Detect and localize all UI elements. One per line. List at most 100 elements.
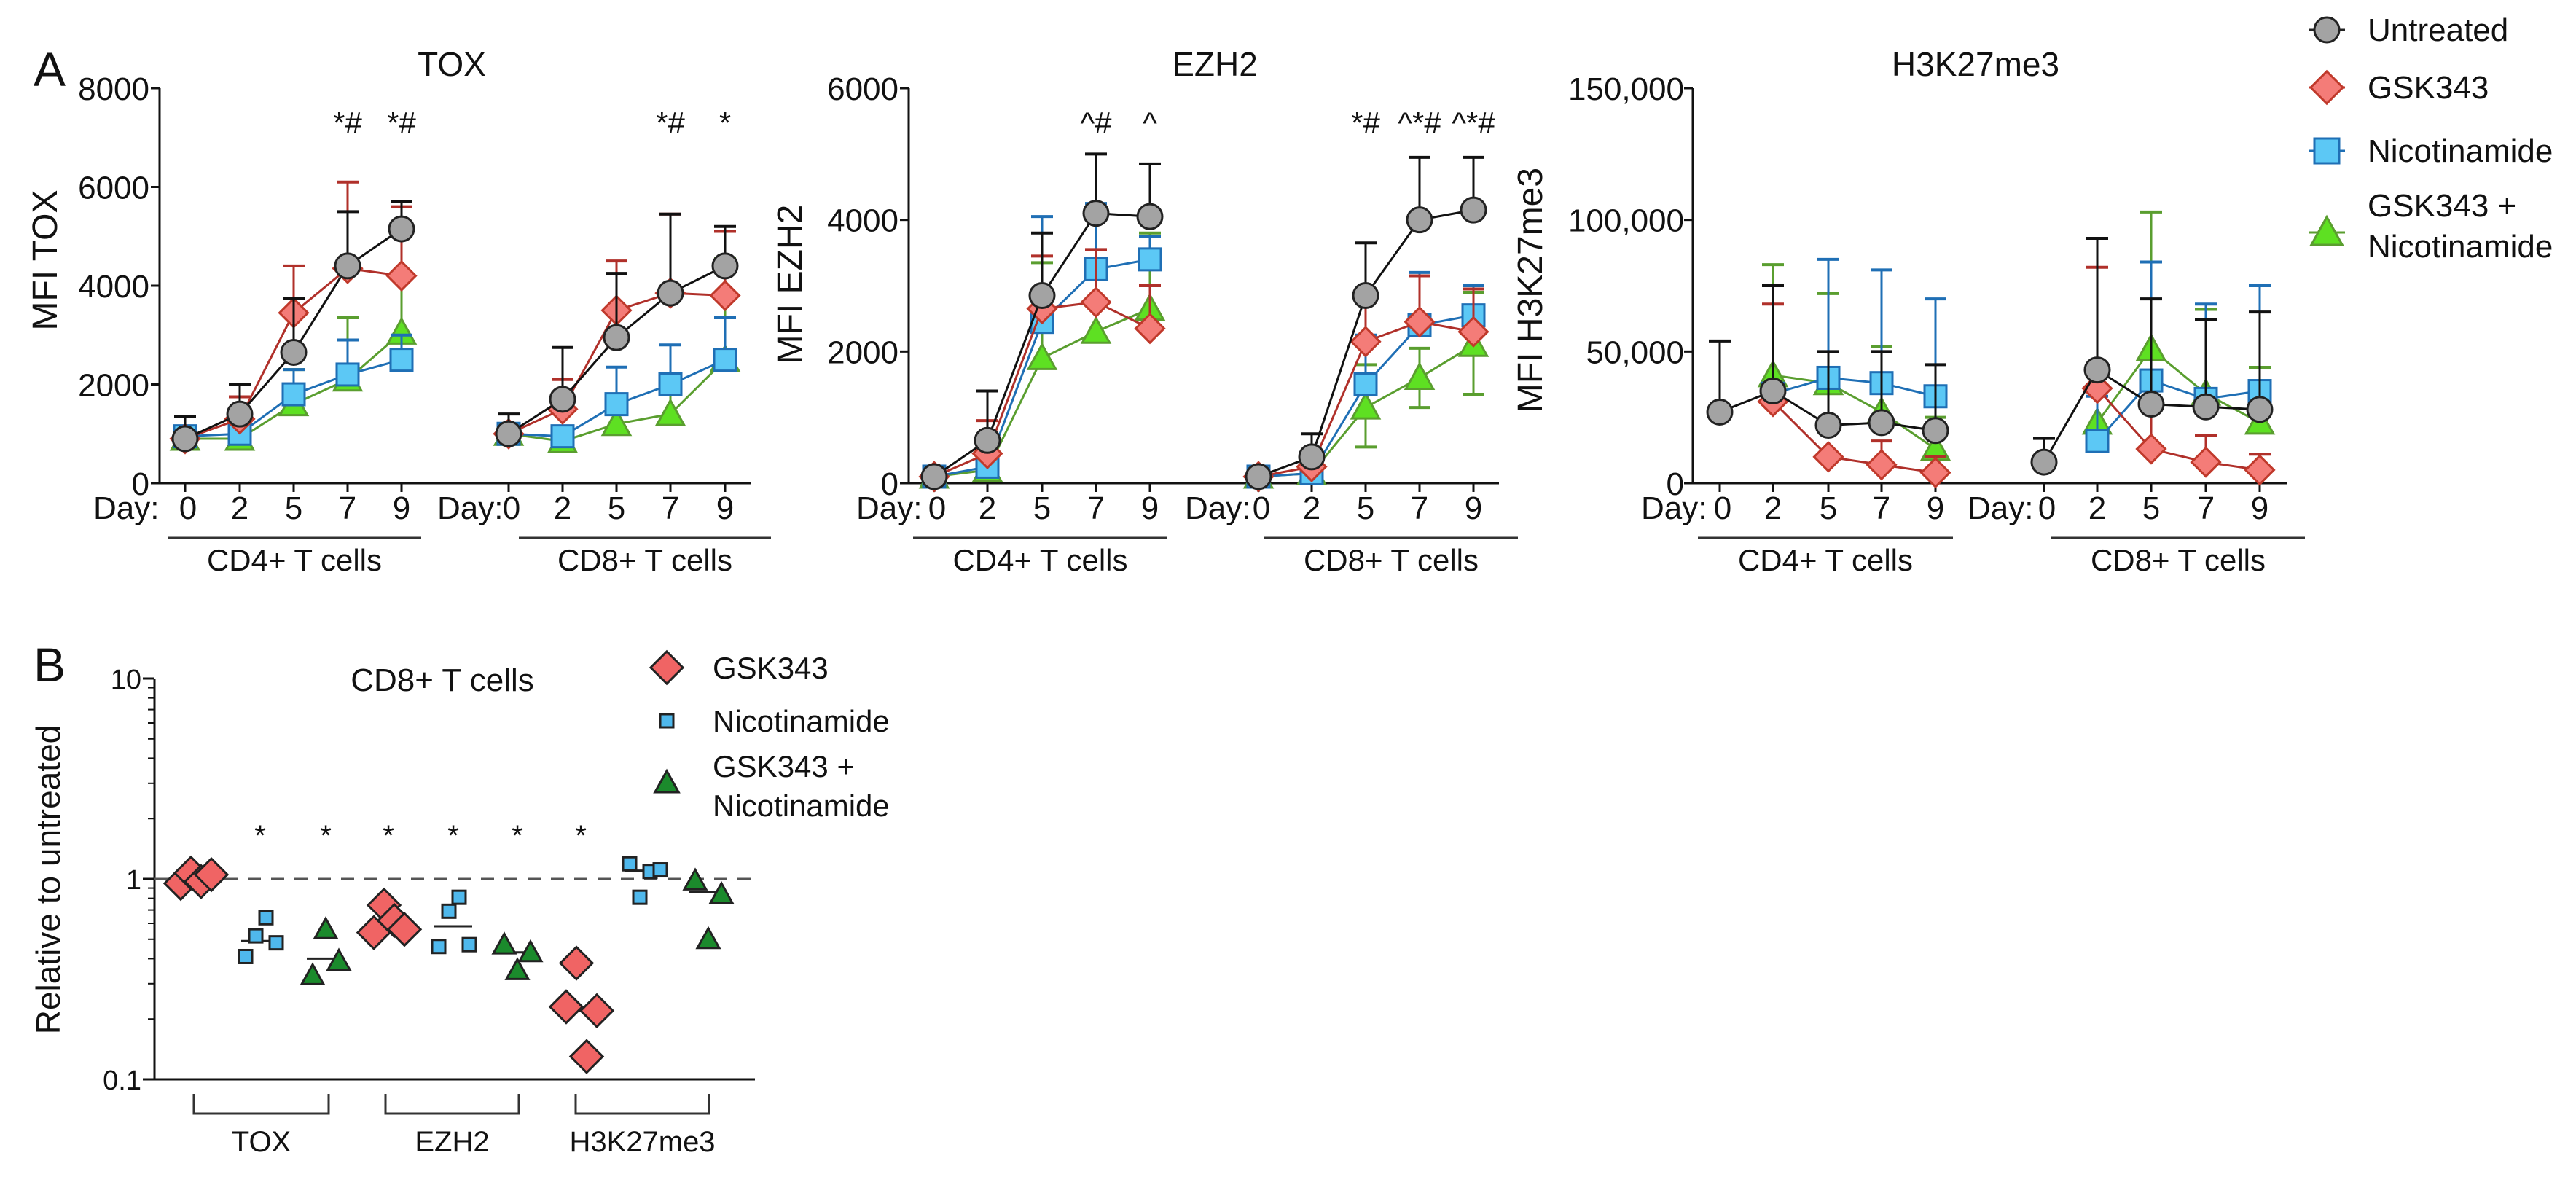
data-point-nicotinamide [652,862,668,878]
legend-marker-diamond [649,649,685,686]
significance-annotation: ^# [1080,106,1112,140]
y-tick-label: 2000 [827,335,899,370]
data-point-gsk-nicotinamide [695,926,721,950]
data-point-untreated [711,252,739,280]
x-tick-label: 5 [608,490,625,526]
significance-annotation: * [719,106,731,140]
significance-annotation: *# [333,106,362,140]
legend-label: GSK343 [2368,70,2489,106]
data-point-untreated [1814,412,1842,439]
y-tick-label: 1 [126,865,141,896]
data-point-untreated [549,386,576,413]
data-point-nicotinamide [281,382,306,407]
day-prefix-label: Day: [437,490,503,526]
category-label: H3K27me3 [569,1126,715,1158]
y-tick-label: 100,000 [1568,203,1684,239]
data-point-untreated [1460,196,1487,224]
data-point-untreated [280,338,308,366]
data-point-gsk- [568,1039,605,1074]
data-point-untreated [388,215,415,243]
data-point-gsk- [1457,316,1489,348]
data-point-nicotinamide [389,348,414,372]
significance-annotation: *# [387,106,416,140]
significance-annotation: * [447,820,459,852]
x-tick-label: 2 [1764,490,1782,526]
x-tick-label: 9 [2251,490,2268,526]
significance-annotation: * [320,820,332,852]
data-point-untreated [1136,203,1164,230]
y-axis-label: MFI TOX [26,190,65,331]
data-point-gsk- [548,989,584,1025]
data-point-untreated [2137,391,2165,418]
data-point-gsk-nicotinamide [600,407,633,437]
x-tick-label: 5 [1033,490,1051,526]
series-line-gsk- [1772,400,1936,474]
data-point-untreated [1245,463,1272,490]
data-point-nicotinamide [632,889,648,905]
data-point-gsk- [385,259,418,292]
data-point-gsk-nicotinamide [654,398,686,426]
panel-label-a: A [34,42,66,96]
data-point-untreated [495,420,522,447]
data-point-gsk-nicotinamide [326,947,352,971]
data-point-gsk-nicotinamide [504,957,531,980]
y-tick-label: 6000 [827,71,899,107]
data-point-gsk- [2244,454,2276,486]
chart-title: TOX [418,45,486,83]
x-tick-label: 7 [1087,490,1105,526]
x-tick-label: 0 [179,490,197,526]
data-point-nicotinamide [2085,429,2110,453]
day-prefix-label: Day: [93,490,159,526]
series-line-gsk- [2096,387,2260,472]
legend-label: Nicotinamide [713,704,890,738]
data-point-nicotinamide [713,348,737,372]
data-point-gsk- [579,993,615,1029]
significance-annotation: ^*# [1452,106,1495,140]
x-tick-label: 7 [662,490,679,526]
y-axis-label: MFI H3K27me3 [1511,168,1550,412]
data-point-untreated [920,463,948,490]
x-tick-label: 9 [1927,490,1944,526]
data-point-gsk-nicotinamide [300,962,326,985]
y-tick-label: 0 [1667,466,1684,502]
y-tick-label: 6000 [78,171,149,206]
legend-label: Nicotinamide [2368,229,2553,265]
x-tick-label: 2 [231,490,248,526]
data-point-nicotinamide [268,935,284,951]
data-point-gsk- [558,945,595,981]
data-point-untreated [1082,200,1110,227]
data-point-untreated [1406,206,1433,234]
data-point-nicotinamide [658,372,683,396]
data-point-nicotinamide [1138,247,1162,272]
group-label: CD8+ T cells [1304,543,1479,577]
legend-label: Untreated [2368,12,2508,48]
data-point-gsk- [1404,306,1436,338]
data-point-gsk-nicotinamide [517,939,544,963]
data-point-nicotinamide [550,424,575,449]
group-label: CD8+ T cells [2091,543,2266,577]
data-point-untreated [1922,417,1949,445]
x-tick-label: 0 [2038,490,2056,526]
group-label: CD8+ T cells [557,543,732,577]
data-point-nicotinamide [451,889,467,905]
data-point-gsk- [193,856,230,893]
data-point-gsk- [2190,446,2222,478]
data-point-untreated [2083,356,2111,384]
category-label: EZH2 [415,1126,489,1158]
y-tick-label: 10 [111,665,141,695]
y-tick-label: 4000 [827,203,899,239]
legend-panel-a: Untreated GSK343 Nicotinamide GSK343 + Nicot… [2309,12,2553,265]
data-point-nicotinamide [335,362,360,387]
line-chart-h3k27me3: H3K27me3 MFI H3K27me3 0 50,000 100,000 150,00… [1511,45,2305,577]
data-point-untreated [171,425,199,453]
category-bracket [574,1094,710,1115]
data-point-nicotinamide [1353,372,1378,396]
x-tick-label: 9 [1141,490,1159,526]
data-point-untreated [2030,448,2058,476]
data-point-untreated [2192,393,2220,421]
x-tick-label: 7 [1873,490,1890,526]
significance-annotation: * [575,820,587,852]
